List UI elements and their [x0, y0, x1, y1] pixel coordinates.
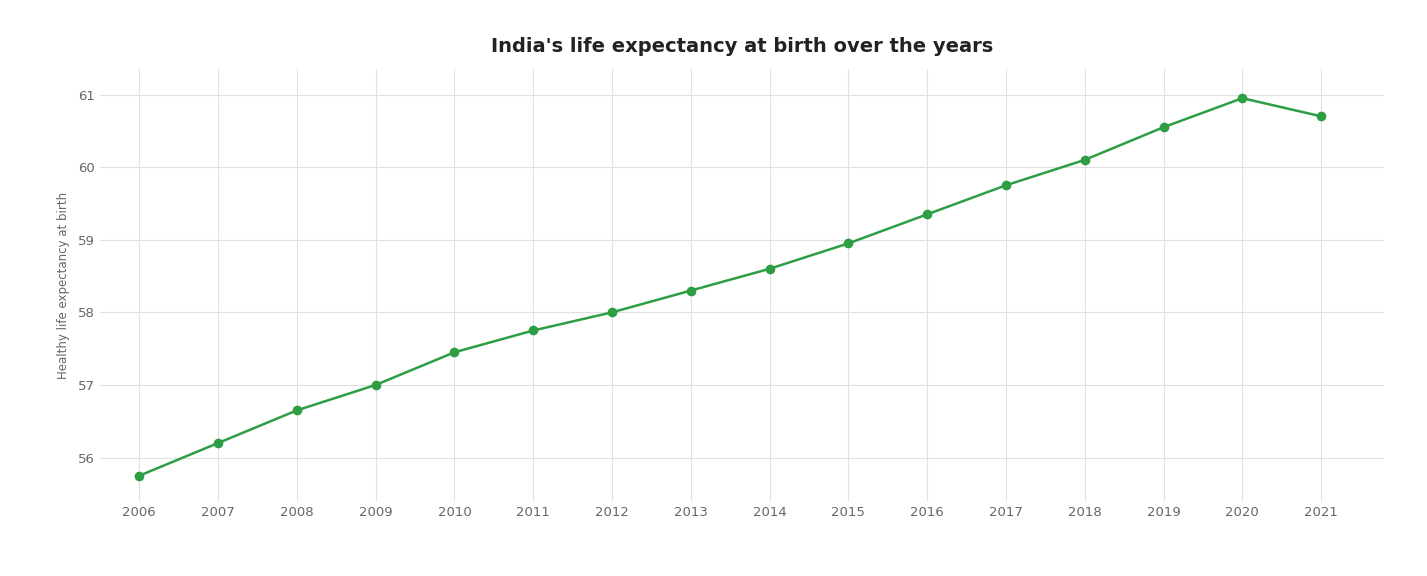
- Y-axis label: Healthy life expectancy at birth: Healthy life expectancy at birth: [57, 192, 70, 378]
- Title: India's life expectancy at birth over the years: India's life expectancy at birth over th…: [491, 37, 993, 56]
